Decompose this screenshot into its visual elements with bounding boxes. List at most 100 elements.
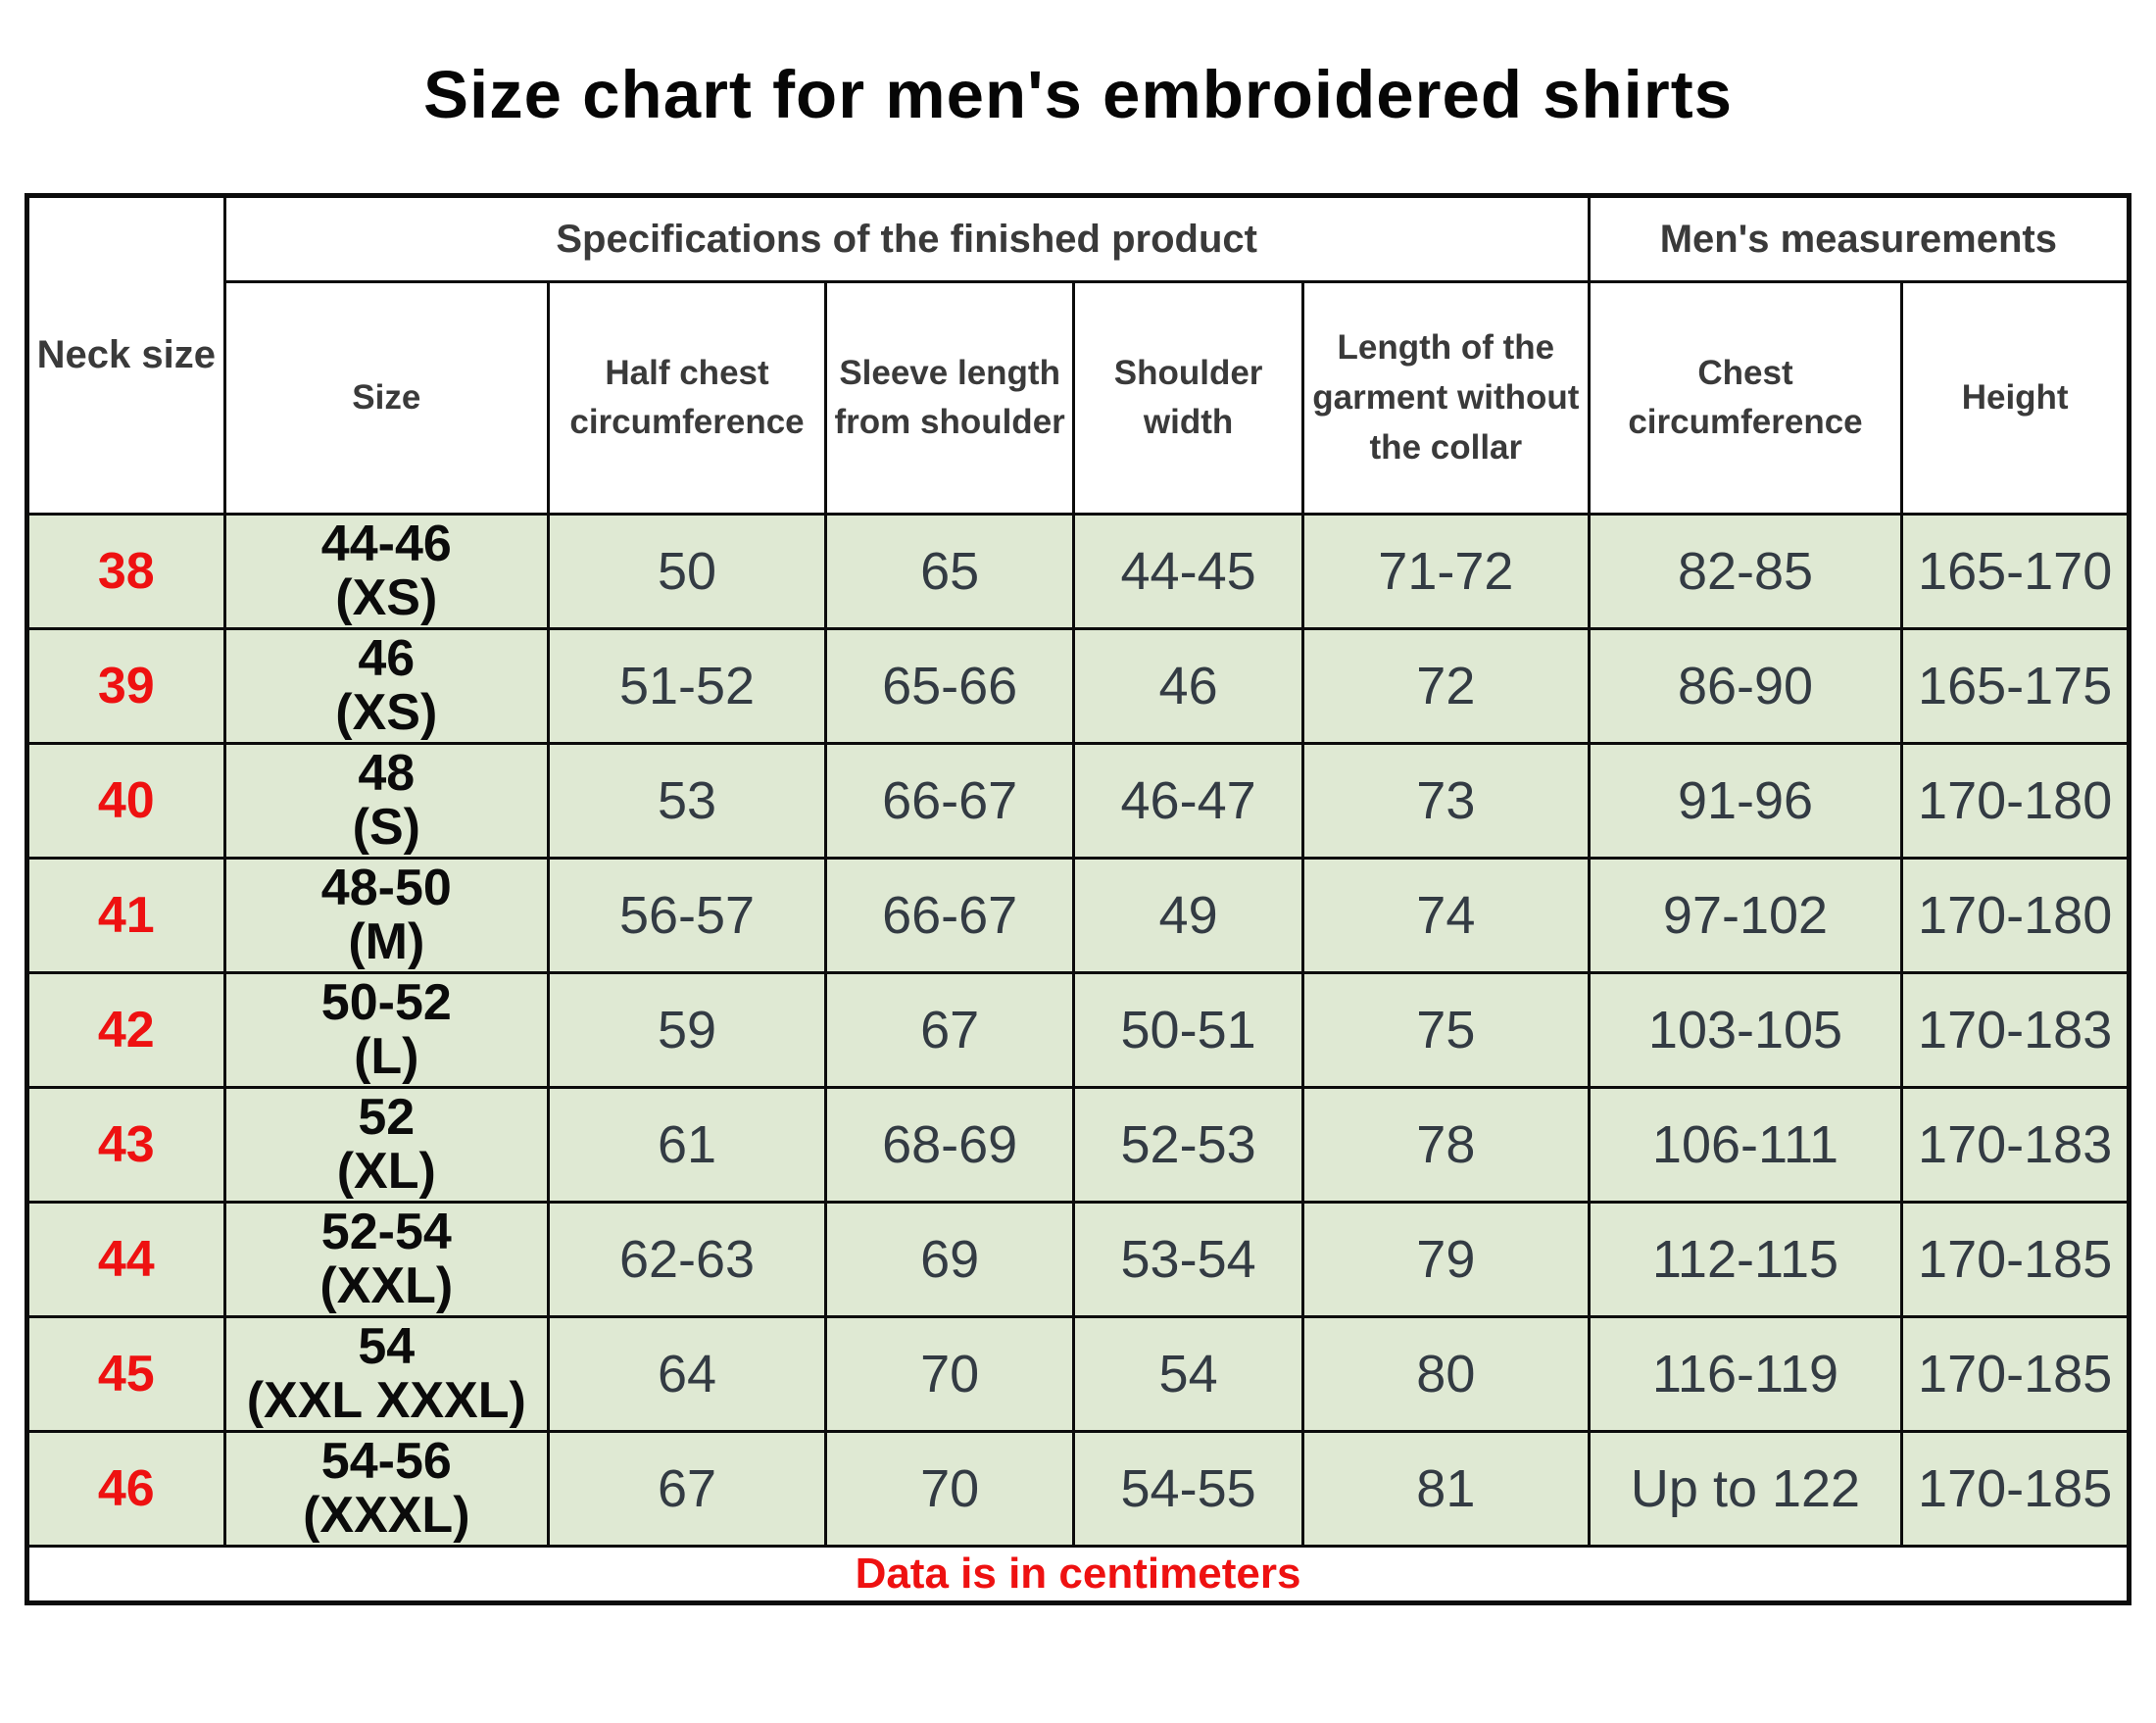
size-cell: 54 (XXL XXXL) — [222, 1315, 550, 1434]
size-chart-table: Neck size Specifications of the finished… — [24, 193, 2132, 1606]
sleeve-length-value: 70 — [824, 1430, 1076, 1549]
neck-size-value: 44 — [25, 1201, 226, 1319]
size-label: (XXL XXXL) — [246, 1372, 526, 1430]
height-value: 170-185 — [1900, 1315, 2131, 1434]
size-range: 52 — [358, 1089, 416, 1147]
column-header-sleeve-length: Sleeve length from shoulder — [824, 280, 1076, 517]
table-row: 43 52 (XL) 61 68-69 52-53 78 106-111 170… — [25, 1086, 2131, 1205]
garment-length-value: 72 — [1300, 627, 1591, 746]
chest-circumference-value: 91-96 — [1587, 742, 1904, 861]
size-range: 46 — [358, 630, 416, 688]
half-chest-value: 56-57 — [546, 857, 828, 975]
half-chest-value: 62-63 — [546, 1201, 828, 1319]
height-value: 170-183 — [1900, 1086, 2131, 1205]
size-cell: 50-52 (L) — [222, 971, 550, 1090]
half-chest-value: 61 — [546, 1086, 828, 1205]
shoulder-width-value: 46 — [1072, 627, 1304, 746]
column-header-neck-size: Neck size — [25, 194, 226, 517]
size-label: (XS) — [335, 569, 438, 627]
table-row: 40 48 (S) 53 66-67 46-47 73 91-96 170-18… — [25, 742, 2131, 861]
column-header-shoulder-width: Shoulder width — [1072, 280, 1304, 517]
garment-length-value: 73 — [1300, 742, 1591, 861]
column-header-size: Size — [222, 280, 550, 517]
garment-length-value: 74 — [1300, 857, 1591, 975]
table-row: 39 46 (XS) 51-52 65-66 46 72 86-90 165-1… — [25, 627, 2131, 746]
sleeve-length-value: 66-67 — [824, 857, 1076, 975]
size-label: (L) — [354, 1028, 419, 1086]
half-chest-value: 67 — [546, 1430, 828, 1549]
table-row: 46 54-56 (XXXL) 67 70 54-55 81 Up to 122… — [25, 1430, 2131, 1549]
size-range: 48-50 — [320, 860, 452, 917]
size-label: (M) — [348, 913, 425, 971]
half-chest-value: 50 — [546, 513, 828, 631]
height-value: 170-183 — [1900, 971, 2131, 1090]
shoulder-width-value: 46-47 — [1072, 742, 1304, 861]
column-header-garment-length: Length of the garment without the collar — [1300, 280, 1591, 517]
garment-length-value: 78 — [1300, 1086, 1591, 1205]
chest-circumference-value: 112-115 — [1587, 1201, 1904, 1319]
group-header-row: Neck size Specifications of the finished… — [25, 194, 2132, 517]
group-header-specifications: Specifications of the finished product — [222, 194, 1591, 284]
shoulder-width-value: 54 — [1072, 1315, 1304, 1434]
size-cell: 48-50 (M) — [222, 857, 550, 975]
sleeve-length-value: 65-66 — [824, 627, 1076, 746]
neck-size-value: 42 — [25, 971, 226, 1090]
garment-length-value: 81 — [1300, 1430, 1591, 1549]
table-row: 41 48-50 (M) 56-57 66-67 49 74 97-102 17… — [25, 857, 2131, 975]
chest-circumference-value: 103-105 — [1587, 971, 1904, 1090]
size-range: 50-52 — [320, 974, 452, 1032]
garment-length-value: 79 — [1300, 1201, 1591, 1319]
shoulder-width-value: 54-55 — [1072, 1430, 1304, 1549]
size-cell: 46 (XS) — [222, 627, 550, 746]
size-label: (XXL) — [319, 1257, 454, 1315]
group-header-measurements: Men's measurements — [1587, 194, 2132, 284]
size-cell: 54-56 (XXXL) — [222, 1430, 550, 1549]
size-cell: 52-54 (XXL) — [222, 1201, 550, 1319]
garment-length-value: 71-72 — [1300, 513, 1591, 631]
table-header: Neck size Specifications of the finished… — [25, 194, 2132, 517]
height-value: 170-185 — [1900, 1430, 2131, 1549]
neck-size-value: 38 — [25, 513, 226, 631]
size-range: 54-56 — [320, 1433, 452, 1491]
table-footer: Data is in centimeters — [25, 1545, 2131, 1605]
garment-length-value: 80 — [1300, 1315, 1591, 1434]
shoulder-width-value: 49 — [1072, 857, 1304, 975]
size-range: 54 — [358, 1318, 416, 1376]
chest-circumference-value: Up to 122 — [1587, 1430, 1904, 1549]
column-header-height: Height — [1900, 280, 2131, 517]
sleeve-length-value: 67 — [824, 971, 1076, 1090]
sleeve-length-value: 66-67 — [824, 742, 1076, 861]
sleeve-length-value: 69 — [824, 1201, 1076, 1319]
column-header-row: Size Half chest circumference Sleeve len… — [27, 280, 2131, 517]
shoulder-width-value: 52-53 — [1072, 1086, 1304, 1205]
neck-size-value: 41 — [25, 857, 226, 975]
size-label: (XS) — [335, 684, 438, 742]
size-chart-page: Size chart for men's embroidered shirts … — [0, 57, 2156, 1606]
shoulder-width-value: 50-51 — [1072, 971, 1304, 1090]
chest-circumference-value: 97-102 — [1587, 857, 1904, 975]
table-row: 44 52-54 (XXL) 62-63 69 53-54 79 112-115… — [25, 1201, 2131, 1319]
chest-circumference-value: 116-119 — [1587, 1315, 1904, 1434]
size-label: (XXXL) — [303, 1487, 470, 1545]
size-label: (S) — [352, 799, 420, 857]
neck-size-value: 46 — [25, 1430, 226, 1549]
units-note: Data is in centimeters — [25, 1545, 2131, 1605]
neck-size-value: 45 — [25, 1315, 226, 1434]
garment-length-value: 75 — [1300, 971, 1591, 1090]
neck-size-value: 40 — [25, 742, 226, 861]
sleeve-length-value: 65 — [824, 513, 1076, 631]
size-cell: 52 (XL) — [222, 1086, 550, 1205]
size-table-body: 38 44-46 (XS) 50 65 44-45 71-72 82-85 16… — [25, 513, 2131, 1549]
half-chest-value: 53 — [546, 742, 828, 861]
column-header-chest-circumference: Chest circumference — [1587, 280, 1904, 517]
chest-circumference-value: 86-90 — [1587, 627, 1904, 746]
half-chest-value: 59 — [546, 971, 828, 1090]
column-header-half-chest: Half chest circumference — [546, 280, 828, 517]
size-cell: 48 (S) — [222, 742, 550, 861]
height-value: 165-170 — [1900, 513, 2131, 631]
height-value: 170-180 — [1900, 742, 2131, 861]
shoulder-width-value: 53-54 — [1072, 1201, 1304, 1319]
size-range: 48 — [358, 745, 416, 803]
chest-circumference-value: 82-85 — [1587, 513, 1904, 631]
table-row: 38 44-46 (XS) 50 65 44-45 71-72 82-85 16… — [25, 513, 2131, 631]
